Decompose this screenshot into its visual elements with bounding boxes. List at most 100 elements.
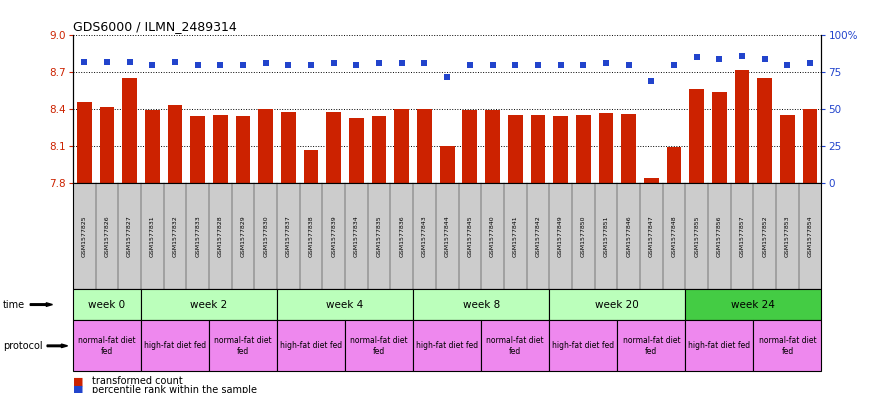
Text: GSM1577825: GSM1577825	[82, 215, 87, 257]
Point	[803, 60, 817, 66]
Text: GSM1577828: GSM1577828	[218, 215, 223, 257]
Point	[304, 62, 318, 68]
Bar	[326, 112, 341, 183]
Bar	[757, 78, 773, 183]
Text: GSM1577841: GSM1577841	[513, 215, 517, 257]
Text: normal-fat diet
fed: normal-fat diet fed	[214, 336, 272, 356]
Text: GSM1577855: GSM1577855	[694, 215, 699, 257]
Point	[440, 73, 454, 80]
Bar	[304, 150, 318, 183]
Text: GSM1577836: GSM1577836	[399, 215, 404, 257]
Text: GSM1577848: GSM1577848	[671, 215, 677, 257]
Bar	[372, 116, 387, 183]
Bar	[349, 118, 364, 183]
Text: week 24: week 24	[732, 299, 775, 310]
Point	[531, 62, 545, 68]
Text: transformed count: transformed count	[92, 376, 183, 386]
Bar	[76, 102, 92, 183]
Bar	[462, 110, 477, 183]
Text: high-fat diet fed: high-fat diet fed	[144, 342, 206, 350]
Point	[349, 62, 364, 68]
Text: GSM1577837: GSM1577837	[286, 215, 291, 257]
Point	[326, 60, 340, 66]
Text: GSM1577843: GSM1577843	[422, 215, 427, 257]
Bar	[644, 178, 659, 183]
Bar	[712, 92, 726, 183]
Text: GSM1577854: GSM1577854	[807, 215, 813, 257]
Point	[190, 62, 204, 68]
Point	[281, 62, 295, 68]
Bar	[485, 110, 500, 183]
Text: week 0: week 0	[88, 299, 125, 310]
Text: week 4: week 4	[326, 299, 364, 310]
Point	[645, 78, 659, 84]
Text: normal-fat diet
fed: normal-fat diet fed	[350, 336, 408, 356]
Text: GSM1577840: GSM1577840	[490, 215, 495, 257]
Text: GSM1577847: GSM1577847	[649, 215, 653, 257]
Point	[463, 62, 477, 68]
Point	[690, 54, 704, 61]
Bar	[621, 114, 636, 183]
Text: GSM1577857: GSM1577857	[740, 215, 745, 257]
Text: GSM1577845: GSM1577845	[468, 215, 472, 257]
Text: percentile rank within the sample: percentile rank within the sample	[92, 385, 258, 393]
Text: GSM1577838: GSM1577838	[308, 215, 314, 257]
Text: GSM1577850: GSM1577850	[581, 215, 586, 257]
Bar	[122, 78, 137, 183]
Text: normal-fat diet
fed: normal-fat diet fed	[622, 336, 680, 356]
Bar	[508, 115, 523, 183]
Point	[599, 60, 613, 66]
Text: normal-fat diet
fed: normal-fat diet fed	[758, 336, 816, 356]
Point	[168, 59, 182, 65]
Bar	[576, 115, 590, 183]
Point	[509, 62, 523, 68]
Text: GSM1577835: GSM1577835	[377, 215, 381, 257]
Point	[213, 62, 228, 68]
Point	[667, 62, 681, 68]
Text: week 2: week 2	[190, 299, 228, 310]
Point	[77, 59, 92, 65]
Point	[485, 62, 500, 68]
Text: GSM1577831: GSM1577831	[149, 215, 155, 257]
Text: GSM1577856: GSM1577856	[717, 215, 722, 257]
Bar	[213, 115, 228, 183]
Point	[735, 53, 749, 59]
Text: GSM1577839: GSM1577839	[332, 215, 336, 257]
Bar	[734, 70, 749, 183]
Text: GSM1577833: GSM1577833	[196, 215, 200, 257]
Text: normal-fat diet
fed: normal-fat diet fed	[78, 336, 136, 356]
Point	[781, 62, 795, 68]
Text: GSM1577830: GSM1577830	[263, 215, 268, 257]
Text: high-fat diet fed: high-fat diet fed	[416, 342, 478, 350]
Bar	[281, 112, 296, 183]
Point	[100, 59, 114, 65]
Text: high-fat diet fed: high-fat diet fed	[280, 342, 342, 350]
Bar	[803, 109, 818, 183]
Point	[417, 60, 431, 66]
Text: normal-fat diet
fed: normal-fat diet fed	[486, 336, 544, 356]
Bar	[417, 109, 432, 183]
Text: GSM1577851: GSM1577851	[604, 215, 608, 257]
Text: GSM1577842: GSM1577842	[535, 215, 541, 257]
Bar	[190, 116, 205, 183]
Bar	[236, 116, 251, 183]
Bar	[689, 89, 704, 183]
Point	[236, 62, 250, 68]
Bar	[780, 115, 795, 183]
Bar	[531, 115, 545, 183]
Bar	[145, 110, 160, 183]
Text: GSM1577827: GSM1577827	[127, 215, 132, 257]
Text: time: time	[3, 299, 25, 310]
Text: ■: ■	[73, 376, 84, 386]
Bar	[100, 107, 115, 183]
Text: GSM1577829: GSM1577829	[241, 215, 245, 257]
Text: GSM1577849: GSM1577849	[558, 215, 563, 257]
Bar	[168, 105, 182, 183]
Point	[621, 62, 636, 68]
Point	[123, 59, 137, 65]
Text: high-fat diet fed: high-fat diet fed	[688, 342, 750, 350]
Point	[145, 62, 159, 68]
Point	[712, 56, 726, 62]
Text: GDS6000 / ILMN_2489314: GDS6000 / ILMN_2489314	[73, 20, 236, 33]
Point	[576, 62, 590, 68]
